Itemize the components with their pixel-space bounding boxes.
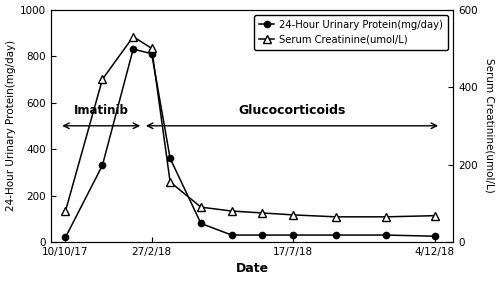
Serum Creatinine(umol/L) — [382, 215, 388, 219]
Serum Creatinine(umol/L) — [148, 47, 154, 50]
24-Hour Urinary Protein(mg/day) — [62, 236, 68, 239]
Serum Creatinine(umol/L) — [260, 211, 266, 215]
Serum Creatinine(umol/L) — [130, 35, 136, 38]
24-Hour Urinary Protein(mg/day) — [167, 157, 173, 160]
Text: Glucocorticoids: Glucocorticoids — [238, 104, 346, 117]
Serum Creatinine(umol/L) — [432, 214, 438, 217]
24-Hour Urinary Protein(mg/day) — [334, 233, 340, 237]
24-Hour Urinary Protein(mg/day) — [148, 52, 154, 55]
Serum Creatinine(umol/L) — [334, 215, 340, 219]
Serum Creatinine(umol/L) — [100, 78, 105, 81]
24-Hour Urinary Protein(mg/day) — [432, 235, 438, 238]
24-Hour Urinary Protein(mg/day) — [382, 233, 388, 237]
X-axis label: Date: Date — [236, 262, 268, 275]
Serum Creatinine(umol/L) — [228, 209, 234, 213]
Text: Imatinib: Imatinib — [74, 104, 128, 117]
24-Hour Urinary Protein(mg/day) — [290, 233, 296, 237]
24-Hour Urinary Protein(mg/day) — [198, 222, 204, 225]
Serum Creatinine(umol/L) — [62, 209, 68, 213]
24-Hour Urinary Protein(mg/day) — [228, 233, 234, 237]
Legend: 24-Hour Urinary Protein(mg/day), Serum Creatinine(umol/L): 24-Hour Urinary Protein(mg/day), Serum C… — [254, 15, 448, 49]
24-Hour Urinary Protein(mg/day) — [100, 164, 105, 167]
Serum Creatinine(umol/L) — [198, 205, 204, 209]
Y-axis label: 24-Hour Urinary Protein(mg/day): 24-Hour Urinary Protein(mg/day) — [6, 40, 16, 211]
Y-axis label: Serum Creatinine(umol/L): Serum Creatinine(umol/L) — [484, 58, 494, 193]
Line: Serum Creatinine(umol/L): Serum Creatinine(umol/L) — [62, 33, 439, 221]
24-Hour Urinary Protein(mg/day) — [130, 47, 136, 51]
Line: 24-Hour Urinary Protein(mg/day): 24-Hour Urinary Protein(mg/day) — [62, 46, 438, 241]
Serum Creatinine(umol/L) — [167, 180, 173, 184]
Serum Creatinine(umol/L) — [290, 213, 296, 217]
24-Hour Urinary Protein(mg/day) — [260, 233, 266, 237]
